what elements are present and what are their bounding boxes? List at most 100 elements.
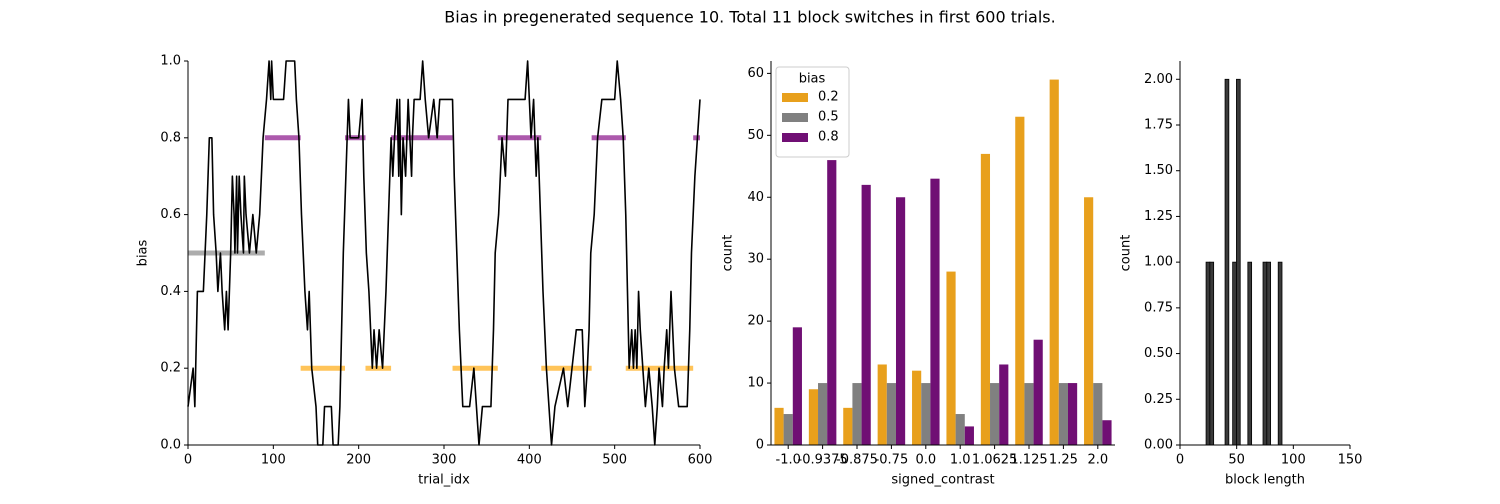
bar <box>808 389 819 445</box>
y-axis-label: count <box>721 235 736 272</box>
line <box>187 60 701 446</box>
histogram-bar <box>1232 261 1237 446</box>
x-axis-label: signed_contrast <box>891 473 994 488</box>
x-tick-label: 0 <box>184 453 192 468</box>
bar <box>843 407 853 445</box>
y-tick-label: 1.50 <box>1144 163 1173 178</box>
y-tick-label: 0.50 <box>1144 346 1173 361</box>
x-tick-label: 1.25 <box>1049 453 1078 468</box>
legend-label: 0.5 <box>818 110 839 125</box>
x-tick-label: 50 <box>1228 453 1245 468</box>
histogram-bar <box>1266 261 1272 446</box>
legend-swatch <box>782 113 808 122</box>
bar <box>912 370 922 445</box>
x-tick-label: 0.0 <box>915 453 936 468</box>
histogram-bar <box>1209 261 1215 446</box>
x-tick-label: 300 <box>432 453 457 468</box>
x-tick-label: -1.0 <box>776 453 801 468</box>
histogram-bar <box>1224 78 1230 446</box>
x-axis-label: trial_idx <box>418 473 470 488</box>
y-tick-label: 0 <box>756 438 764 453</box>
y-tick-label: 0.2 <box>160 361 181 376</box>
bar <box>774 407 784 445</box>
x-axis-label: block length <box>1225 473 1305 488</box>
x-tick-label: 0 <box>1176 453 1184 468</box>
y-axis-label: count <box>1119 235 1134 272</box>
legend-swatch <box>782 93 808 102</box>
legend-swatch <box>782 133 808 142</box>
x-tick-label: 500 <box>602 453 627 468</box>
bar <box>1049 79 1059 446</box>
y-tick-label: 0.6 <box>160 207 181 222</box>
y-tick-label: 0.00 <box>1144 438 1173 453</box>
y-tick-label: 1.25 <box>1144 209 1173 224</box>
subplot: 0102030405060signed_contrastcount-1.0-0.… <box>721 61 1115 488</box>
bar <box>1084 197 1094 445</box>
legend-label: 0.8 <box>818 130 839 145</box>
bar <box>990 383 1000 445</box>
x-tick-label: 600 <box>688 453 713 468</box>
bar <box>1015 116 1025 445</box>
bar <box>818 383 828 445</box>
bar <box>1102 420 1112 445</box>
subplot: 0.0 0.2 0.4 0.6 0.8 1.0 0 100 200 300 400 500 600 tri… <box>136 54 713 488</box>
y-tick-label: 0.25 <box>1144 392 1173 407</box>
histogram-bar <box>1236 78 1241 446</box>
x-tick-label: 1.0625 <box>972 453 1018 468</box>
x-tick-label: -0.875 <box>836 453 878 468</box>
bar <box>999 364 1009 445</box>
bar <box>1093 383 1103 445</box>
figure-title: Bias in pregenerated sequence 10. Total … <box>444 8 1055 27</box>
histogram-bar <box>1205 261 1211 446</box>
x-tick-label: 400 <box>517 453 542 468</box>
bar <box>827 160 837 445</box>
bar <box>921 383 931 445</box>
histogram-bar <box>1247 261 1253 446</box>
y-tick-label: 10 <box>747 376 764 391</box>
y-tick-label: 40 <box>747 190 764 205</box>
y-tick-label: 1.75 <box>1144 118 1173 133</box>
bar <box>955 414 965 445</box>
bar <box>1033 339 1043 445</box>
legend-label: 0.2 <box>818 90 839 105</box>
x-tick-label: 100 <box>1281 453 1306 468</box>
y-tick-label: 2.00 <box>1144 72 1173 87</box>
histogram-bar <box>1262 261 1268 446</box>
y-tick-label: 0.4 <box>160 284 181 299</box>
y-axis-label: bias <box>136 239 151 266</box>
y-tick-label: 20 <box>747 314 764 329</box>
y-tick-label: 30 <box>747 252 764 267</box>
bar <box>930 178 940 445</box>
subplot: 0.00 0.25 0.50 0.75 1.00 1.25 1.50 1.75 2.00 0 50 1… <box>1119 61 1363 488</box>
bar <box>1024 383 1034 445</box>
bar <box>886 383 896 445</box>
bar <box>1058 383 1068 445</box>
bar <box>895 197 906 445</box>
x-tick-label: 1.0 <box>950 453 971 468</box>
x-tick-label: 100 <box>261 453 286 468</box>
x-tick-label: 1.125 <box>1010 453 1047 468</box>
bar <box>861 184 871 445</box>
y-tick-label: 0.8 <box>160 130 181 145</box>
bar <box>1067 383 1078 445</box>
histogram-bar <box>1277 261 1283 446</box>
y-tick-label: 1.0 <box>160 54 181 69</box>
x-tick-label: -0.9375 <box>798 453 848 468</box>
bar <box>783 414 793 445</box>
y-tick-label: 0.75 <box>1144 300 1173 315</box>
x-tick-label: 200 <box>346 453 371 468</box>
y-tick-label: 1.00 <box>1144 255 1173 270</box>
bar <box>852 383 862 445</box>
y-tick-label: 0.0 <box>160 438 181 453</box>
x-tick-label: -0.75 <box>875 453 909 468</box>
y-tick-label: 50 <box>747 128 764 143</box>
legend-title: bias <box>799 72 826 87</box>
bar <box>946 271 956 445</box>
x-tick-label: 2.0 <box>1087 453 1108 468</box>
bar <box>792 327 802 445</box>
bar <box>964 426 974 445</box>
bar <box>877 364 887 445</box>
x-tick-label: 150 <box>1338 453 1363 468</box>
